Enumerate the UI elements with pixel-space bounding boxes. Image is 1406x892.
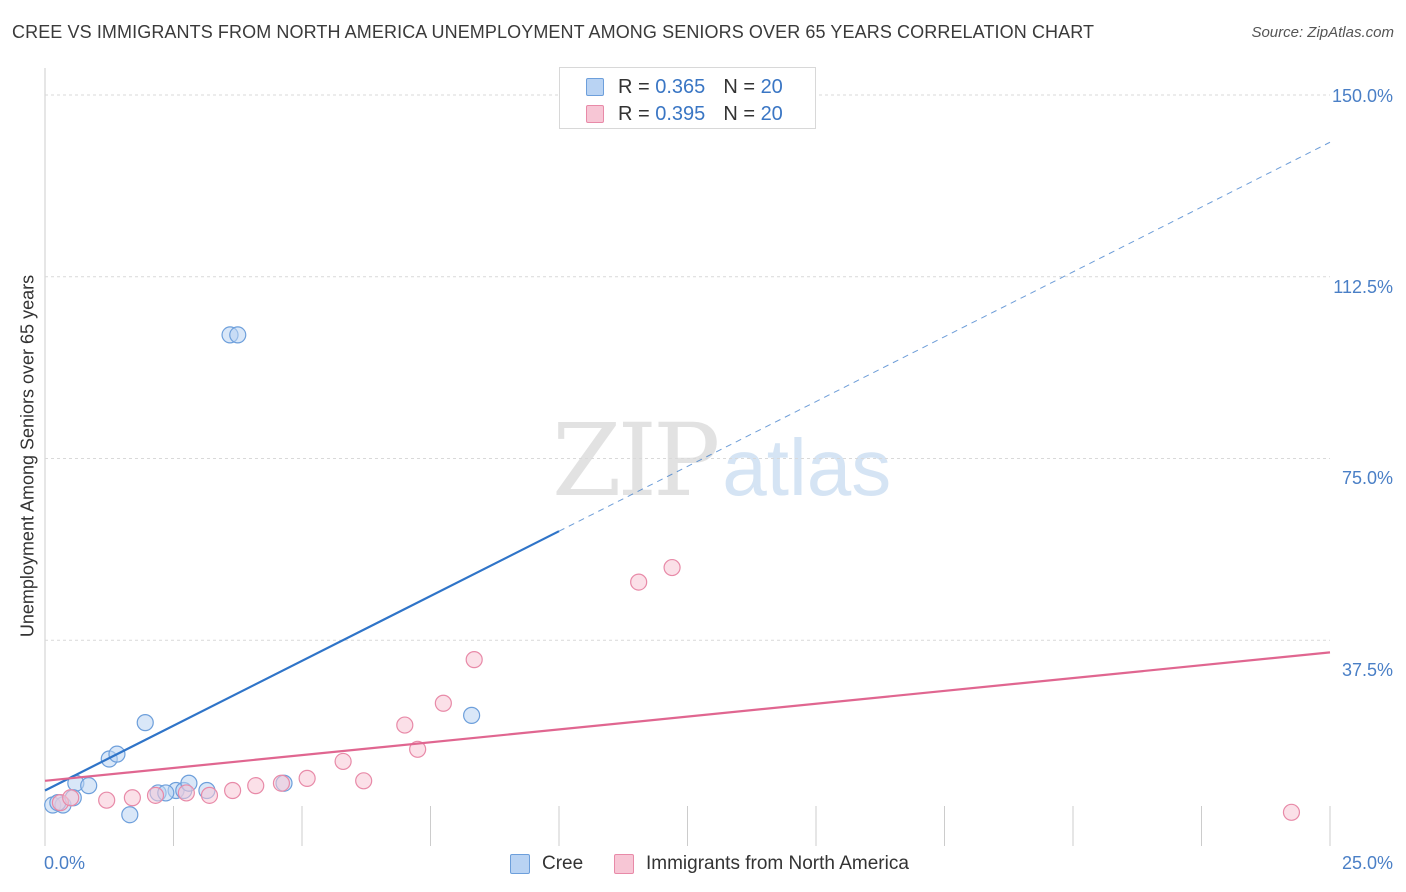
imm-point xyxy=(434,694,452,712)
bottom-immigrants-label: Immigrants from North America xyxy=(646,853,909,874)
imm-point xyxy=(334,752,352,771)
cree-r-label: R = xyxy=(618,75,650,98)
chart-title: CREE VS IMMIGRANTS FROM NORTH AMERICA UN… xyxy=(12,22,1095,42)
imm-trend-line xyxy=(44,651,1331,782)
cree-point xyxy=(121,806,139,824)
y-axis-label: Unemployment Among Seniors over 65 years xyxy=(17,274,38,638)
bottom-legend-cree: Cree xyxy=(510,852,583,876)
cree-point xyxy=(463,706,481,724)
imm-point xyxy=(247,777,265,795)
imm-point xyxy=(272,774,291,792)
imm-point xyxy=(298,769,316,787)
y-tick-label-112-5: 112.5% xyxy=(1333,277,1393,297)
bottom-cree-label: Cree xyxy=(542,853,584,874)
cree-point xyxy=(229,326,247,344)
correlation-legend: R = 0.365 N = 20 R = 0.395 N = 20 xyxy=(559,67,816,129)
immigrants-n-label: N = xyxy=(723,102,755,125)
imm-point xyxy=(409,740,427,758)
imm-point xyxy=(200,786,219,804)
legend-row-cree: R = 0.365 N = 20 xyxy=(586,75,783,99)
source-label: Source: ZipAtlas.com xyxy=(1251,24,1394,41)
imm-point xyxy=(224,781,242,800)
bottom-immigrants-swatch xyxy=(614,854,634,874)
cree-trend-line xyxy=(44,530,560,792)
imm-point xyxy=(465,651,483,669)
cree-trend-extension xyxy=(558,141,1331,532)
imm-point xyxy=(177,784,195,802)
x-tick-label-0: 0.0% xyxy=(44,853,86,873)
cree-r-value: 0.365 xyxy=(655,75,706,98)
cree-n-label: N = xyxy=(723,75,755,98)
imm-point xyxy=(123,789,141,807)
cree-point xyxy=(80,777,98,795)
y-tick-label-37-5: 37.5% xyxy=(1341,660,1393,680)
immigrants-swatch xyxy=(586,105,604,123)
imm-point xyxy=(98,791,116,809)
cree-swatch xyxy=(586,78,604,96)
bottom-cree-swatch xyxy=(510,854,530,874)
immigrants-r-label: R = xyxy=(618,102,650,125)
legend-row-immigrants: R = 0.395 N = 20 xyxy=(586,102,783,126)
cree-n-value: 20 xyxy=(760,75,783,98)
immigrants-r-value: 0.395 xyxy=(655,102,706,125)
x-tick-label-25: 25.0% xyxy=(1341,853,1393,873)
y-tick-label-150: 150.0% xyxy=(1331,86,1393,106)
imm-point xyxy=(355,772,373,790)
immigrants-n-value: 20 xyxy=(760,102,783,125)
imm-point xyxy=(146,786,165,804)
y-tick-label-75: 75.0% xyxy=(1341,468,1393,488)
imm-point xyxy=(62,789,80,807)
imm-point xyxy=(396,716,414,734)
cree-point xyxy=(136,714,154,732)
bottom-legend-immigrants: Immigrants from North America xyxy=(614,852,909,876)
imm-point xyxy=(630,573,648,591)
imm-point xyxy=(663,558,681,577)
imm-point xyxy=(1282,803,1301,821)
